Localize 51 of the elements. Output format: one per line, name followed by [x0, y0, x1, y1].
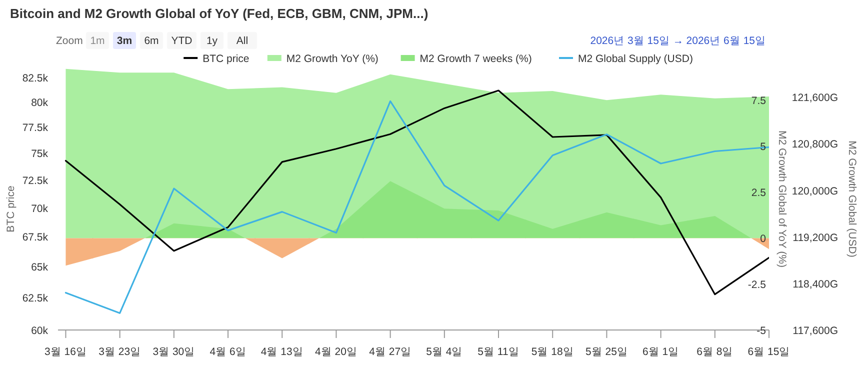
y-tick-label: 82.5k — [22, 72, 49, 85]
x-tick-label: 6월 15일 — [748, 346, 790, 358]
x-tick-label: 4월 20일 — [315, 346, 358, 358]
x-tick-label: 5월 18일 — [531, 346, 574, 358]
y-tick-label: 62.5k — [22, 292, 49, 305]
y3-tick-label: 120,000G — [792, 185, 838, 198]
text: Zoom — [56, 35, 84, 47]
y-tick-label: 77.5k — [22, 122, 49, 134]
text: 1y — [206, 35, 218, 47]
y2-axis-title: M2 Growth Global of YoY (%) — [776, 130, 788, 268]
x-tick-label: 4월 27일 — [369, 346, 412, 358]
legend-label: M2 Growth YoY (%) — [286, 53, 378, 65]
legend-label: BTC price — [202, 53, 250, 65]
y2-tick-label: -5 — [756, 325, 766, 337]
legend-label: M2 Growth 7 weeks (%) — [420, 53, 532, 65]
x-tick-label: 4월 6일 — [210, 346, 246, 358]
x-tick-label: 5월 4일 — [426, 346, 463, 358]
text: All — [236, 35, 248, 47]
y-tick-label: 75k — [31, 148, 49, 160]
x-tick-label: 6월 8일 — [696, 346, 734, 358]
y3-tick-label: 118,400G — [792, 278, 838, 290]
x-tick-label: 5월 25일 — [585, 346, 628, 358]
y3-axis-title: M2 Growth Global (USD) — [846, 140, 858, 258]
x-tick-label: 5월 11일 — [478, 346, 520, 358]
x-tick-label: 3월 30일 — [152, 346, 196, 358]
y2-tick-label: 2.5 — [751, 187, 766, 200]
y3-tick-label: 119,200G — [792, 232, 838, 244]
y2-tick-label: -2.5 — [748, 279, 766, 292]
y2-tick-label: 0 — [760, 233, 766, 246]
x-tick-label: 3월 16일 — [44, 346, 87, 358]
y-tick-label: 67.5k — [22, 232, 49, 244]
y-axis-title: BTC price — [5, 186, 17, 232]
y3-tick-label: 120,800G — [792, 138, 838, 151]
text: 3m — [116, 35, 132, 47]
legend-label: M2 Global Supply (USD) — [578, 53, 693, 65]
x-tick-label: 3월 23일 — [98, 346, 142, 358]
x-tick-label: 6월 1일 — [642, 346, 680, 358]
y-tick-label: 72.5k — [22, 174, 49, 187]
y3-tick-label: 117,600G — [792, 325, 838, 337]
text: 2026년 3월 15일 → 2026년 6월 15일 — [590, 35, 766, 47]
y-tick-label: 65k — [31, 262, 49, 274]
y-tick-label: 60k — [31, 325, 49, 337]
x-tick-label: 4월 13일 — [260, 346, 304, 358]
text: 1m — [90, 35, 106, 47]
y-tick-label: 70k — [31, 202, 49, 215]
y2-tick-label: 7.5 — [751, 95, 766, 108]
y-tick-label: 80k — [31, 96, 49, 109]
chart-title: Bitcoin and M2 Growth Global of YoY (Fed, ECB, GBM, CNM, JPM...) — [10, 6, 428, 21]
y3-tick-label: 121,600G — [792, 92, 838, 104]
text: 6m — [144, 35, 160, 47]
text: YTD — [171, 35, 193, 47]
